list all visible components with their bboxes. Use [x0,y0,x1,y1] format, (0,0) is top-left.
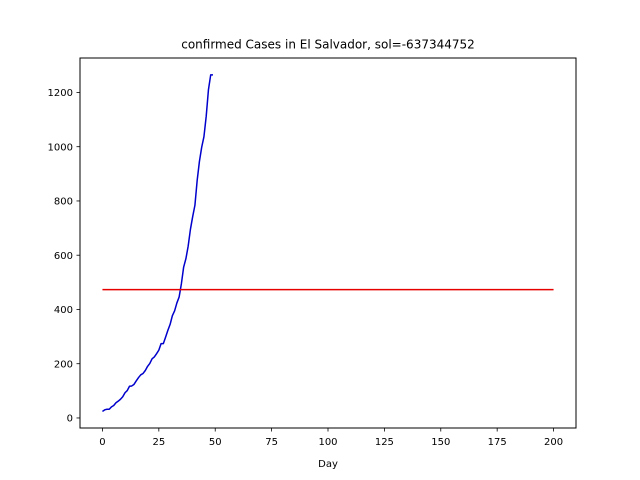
chart-title: confirmed Cases in El Salvador, sol=-637… [181,38,475,52]
y-tick-label: 200 [54,359,73,370]
x-tick-label: 0 [99,437,105,448]
series-lines [102,74,554,413]
y-tick-label: 800 [54,197,73,208]
x-axis-ticks: 0 25 50 75 100 125 150 175 200 [99,428,563,448]
x-tick-label: 75 [265,437,278,448]
y-tick-label: 1200 [48,88,73,99]
x-tick-label: 125 [375,437,394,448]
x-tick-label: 175 [488,437,507,448]
x-tick-label: 50 [209,437,222,448]
plot-frame [79,57,577,429]
x-tick-label: 200 [544,437,563,448]
y-axis-ticks: 0 200 400 600 800 1000 1200 [48,88,80,425]
x-tick-label: 25 [152,437,165,448]
series-line-1 [102,74,213,413]
x-tick-label: 100 [318,437,337,448]
y-tick-label: 0 [67,414,73,425]
y-tick-label: 1000 [48,142,73,153]
y-tick-label: 600 [54,251,73,262]
x-axis-label: Day [318,459,338,470]
x-tick-label: 150 [431,437,450,448]
y-tick-label: 400 [54,305,73,316]
